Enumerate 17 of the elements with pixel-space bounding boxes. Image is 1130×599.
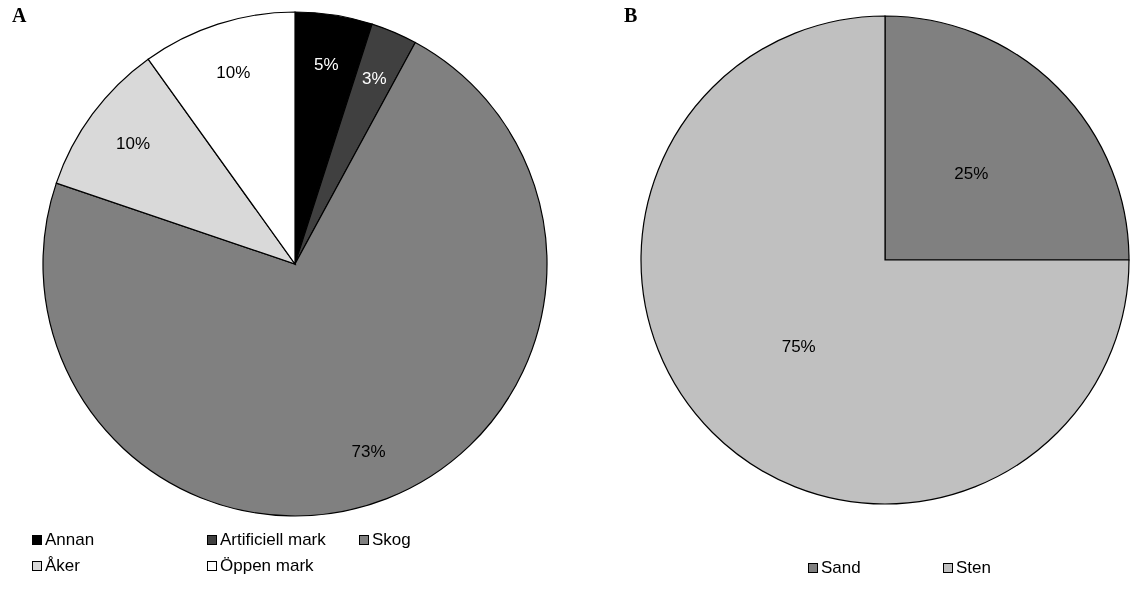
data-label: 25% bbox=[954, 164, 989, 184]
data-label: 10% bbox=[116, 134, 151, 154]
data-label: 75% bbox=[781, 336, 816, 356]
data-label: 5% bbox=[313, 55, 339, 75]
legend-label: Öppen mark bbox=[220, 556, 314, 576]
legend-label: Åker bbox=[45, 556, 80, 576]
legend-label: Sten bbox=[956, 558, 991, 578]
legend-label: Annan bbox=[45, 530, 95, 550]
data-label: 73% bbox=[351, 442, 386, 462]
data-label: 3% bbox=[362, 69, 387, 89]
chart-title: A bbox=[12, 4, 27, 27]
legend-label: Sand bbox=[821, 558, 861, 578]
pie-slice bbox=[640, 15, 1130, 505]
data-label: 10% bbox=[216, 62, 251, 82]
legend-label: Artificiell mark bbox=[220, 530, 326, 550]
legend-label: Skog bbox=[372, 530, 411, 550]
chart-title: B bbox=[624, 4, 638, 27]
